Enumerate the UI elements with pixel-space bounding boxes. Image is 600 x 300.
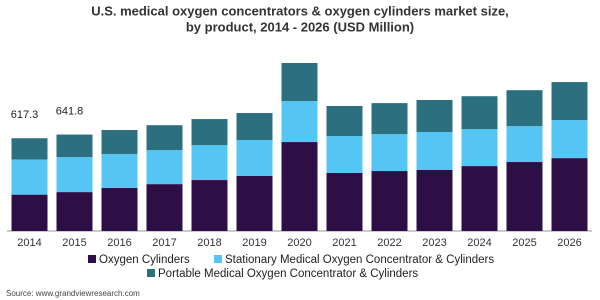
x-tick-label: 2026: [557, 237, 581, 249]
bar-segment: [506, 90, 543, 127]
bar-segment: [11, 138, 48, 160]
bar-segment: [461, 96, 498, 130]
bar-segment: [416, 169, 453, 231]
bar-segment: [236, 113, 273, 141]
bar-segment: [56, 157, 93, 193]
x-tick-label: 2014: [17, 237, 41, 249]
bar-segment: [146, 184, 183, 231]
x-tick-label: 2022: [377, 237, 401, 249]
bar-segment: [371, 171, 408, 231]
bar-segment: [461, 166, 498, 231]
chart-subtitle: by product, 2014 - 2026 (USD Million): [186, 19, 414, 34]
legend-swatch: [214, 255, 222, 263]
bar-segment: [281, 142, 318, 231]
bar-segment: [101, 188, 138, 231]
bar-segment: [371, 103, 408, 135]
total-label: 617.3: [11, 109, 39, 121]
bar-segment: [236, 176, 273, 231]
bar-segment: [326, 105, 363, 137]
bar-segment: [56, 192, 93, 231]
bar-segment: [416, 99, 453, 132]
bar-segment: [146, 125, 183, 151]
bar-segment: [416, 131, 453, 170]
bar-segment: [506, 162, 543, 231]
x-tick-label: 2019: [242, 237, 266, 249]
bar-segment: [191, 180, 228, 231]
legend-label: Stationary Medical Oxygen Concentrator &…: [225, 254, 494, 266]
bar-segment: [236, 140, 273, 177]
bar-segment: [551, 120, 588, 159]
bar-segment: [371, 134, 408, 172]
legend-swatch: [88, 255, 96, 263]
bar-segment: [146, 150, 183, 185]
total-label: 641.8: [56, 105, 84, 117]
bar-segment: [11, 194, 48, 231]
x-tick-label: 2023: [422, 237, 446, 249]
bar-segment: [191, 119, 228, 146]
bar-segment: [281, 101, 318, 143]
x-tick-label: 2025: [512, 237, 536, 249]
bar-segment: [506, 126, 543, 163]
bar-segment: [461, 129, 498, 167]
x-tick-label: 2021: [332, 237, 356, 249]
bar-segment: [191, 145, 228, 181]
bar-segment: [326, 136, 363, 173]
x-tick-label: 2017: [152, 237, 176, 249]
x-tick-label: 2024: [467, 237, 491, 249]
bar-segment: [101, 130, 138, 155]
legend-label: Portable Medical Oxygen Concentrator & C…: [158, 268, 418, 280]
source: Source: www.grandviewresearch.com: [6, 289, 140, 298]
bar-segment: [101, 154, 138, 189]
bar-segment: [281, 63, 318, 102]
bar-segment: [11, 159, 48, 195]
x-tick-label: 2015: [62, 237, 86, 249]
bar-segment: [551, 158, 588, 231]
legend-swatch: [147, 269, 155, 277]
legend-label: Oxygen Cylinders: [99, 254, 190, 266]
bar-segment: [326, 172, 363, 231]
x-tick-label: 2018: [197, 237, 221, 249]
bar-segment: [551, 82, 588, 121]
x-tick-label: 2020: [287, 237, 311, 249]
x-tick-label: 2016: [107, 237, 131, 249]
bar-segment: [56, 134, 93, 158]
chart-title: U.S. medical oxygen concentrators & oxyg…: [91, 3, 509, 18]
